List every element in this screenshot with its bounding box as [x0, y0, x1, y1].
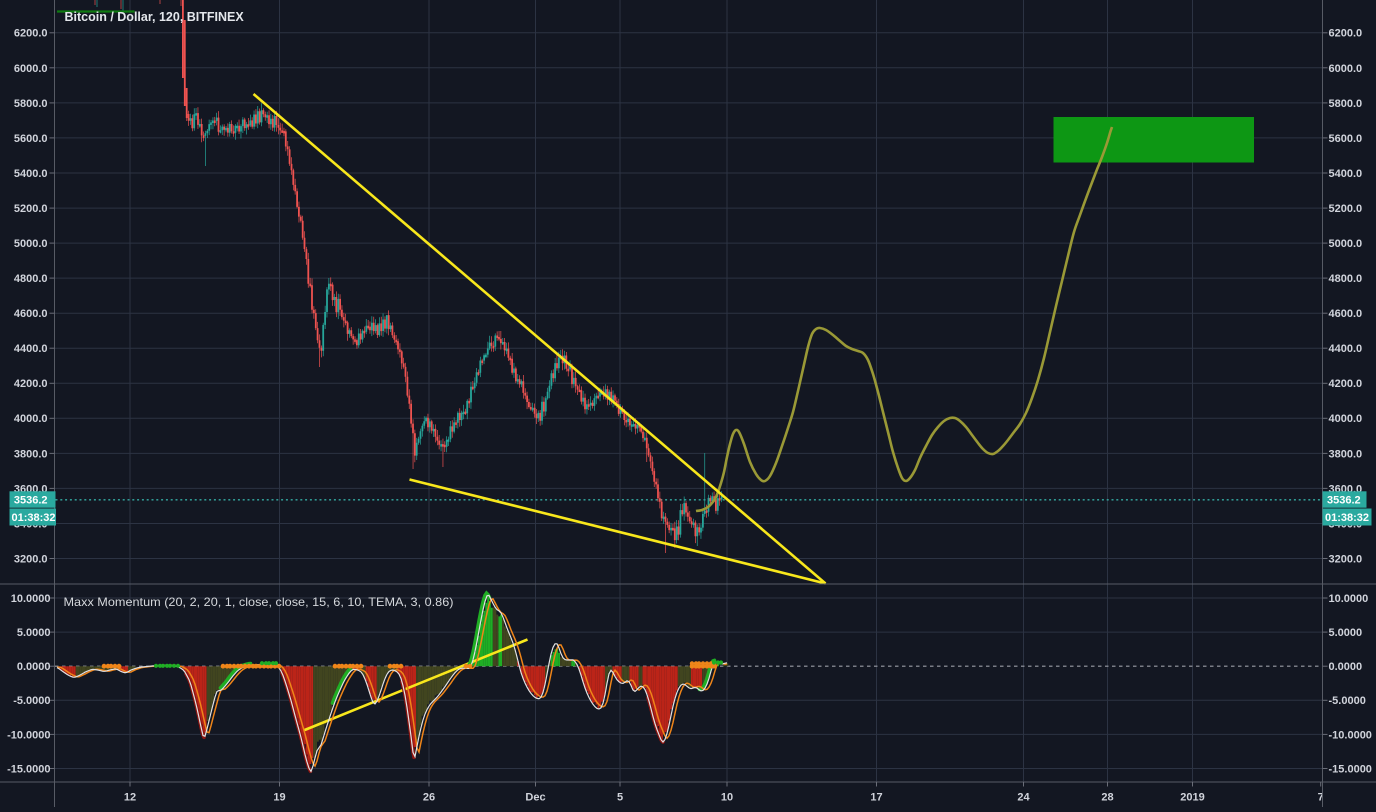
svg-text:10.0000: 10.0000 — [11, 593, 51, 605]
svg-text:4400.0: 4400.0 — [14, 343, 48, 355]
svg-text:19: 19 — [273, 792, 285, 804]
svg-text:Bitcoin / Dollar, 120, BITFINE: Bitcoin / Dollar, 120, BITFINEX — [65, 10, 245, 24]
svg-text:5400.0: 5400.0 — [14, 168, 48, 180]
svg-text:3200.0: 3200.0 — [14, 553, 48, 565]
svg-text:5.0000: 5.0000 — [17, 627, 51, 639]
svg-text:5600.0: 5600.0 — [14, 133, 48, 145]
svg-text:6000.0: 6000.0 — [14, 63, 48, 75]
svg-text:5800.0: 5800.0 — [14, 98, 48, 110]
svg-text:10.0000: 10.0000 — [1329, 593, 1369, 605]
svg-text:4200.0: 4200.0 — [14, 378, 48, 390]
svg-text:5600.0: 5600.0 — [1329, 133, 1363, 145]
svg-text:4800.0: 4800.0 — [1329, 273, 1363, 285]
svg-text:2019: 2019 — [1180, 792, 1204, 804]
svg-text:-10.0000: -10.0000 — [7, 729, 50, 741]
svg-text:0.0000: 0.0000 — [17, 661, 51, 673]
svg-text:6000.0: 6000.0 — [1329, 63, 1363, 75]
svg-text:-5.0000: -5.0000 — [1329, 695, 1366, 707]
svg-text:Dec: Dec — [525, 792, 545, 804]
svg-text:3800.0: 3800.0 — [1329, 448, 1363, 460]
svg-text:3200.0: 3200.0 — [1329, 553, 1363, 565]
svg-text:5000.0: 5000.0 — [14, 238, 48, 250]
svg-text:4400.0: 4400.0 — [1329, 343, 1363, 355]
svg-text:4600.0: 4600.0 — [1329, 308, 1363, 320]
svg-text:26: 26 — [423, 792, 435, 804]
svg-text:3536.2: 3536.2 — [14, 494, 48, 506]
svg-text:5000.0: 5000.0 — [1329, 238, 1363, 250]
svg-text:4000.0: 4000.0 — [14, 413, 48, 425]
svg-text:7: 7 — [1318, 792, 1324, 804]
svg-text:5: 5 — [617, 792, 623, 804]
svg-text:Maxx Momentum (20, 2, 20, 1, c: Maxx Momentum (20, 2, 20, 1, close, clos… — [64, 595, 454, 609]
svg-text:0.0000: 0.0000 — [1329, 661, 1363, 673]
svg-text:6200.0: 6200.0 — [14, 28, 48, 40]
svg-text:-5.0000: -5.0000 — [13, 695, 50, 707]
svg-text:01:38:32: 01:38:32 — [12, 512, 56, 524]
svg-text:4600.0: 4600.0 — [14, 308, 48, 320]
svg-text:10: 10 — [721, 792, 733, 804]
svg-text:6200.0: 6200.0 — [1329, 28, 1363, 40]
svg-text:28: 28 — [1101, 792, 1113, 804]
svg-text:5200.0: 5200.0 — [14, 203, 48, 215]
svg-text:3536.2: 3536.2 — [1327, 494, 1361, 506]
svg-text:4800.0: 4800.0 — [14, 273, 48, 285]
svg-text:12: 12 — [124, 792, 136, 804]
svg-text:-10.0000: -10.0000 — [1329, 729, 1372, 741]
svg-text:4000.0: 4000.0 — [1329, 413, 1363, 425]
svg-text:3800.0: 3800.0 — [14, 448, 48, 460]
svg-text:-15.0000: -15.0000 — [7, 763, 50, 775]
svg-text:4200.0: 4200.0 — [1329, 378, 1363, 390]
svg-text:5200.0: 5200.0 — [1329, 203, 1363, 215]
svg-text:5400.0: 5400.0 — [1329, 168, 1363, 180]
svg-text:01:38:32: 01:38:32 — [1325, 512, 1369, 524]
svg-text:5.0000: 5.0000 — [1329, 627, 1363, 639]
svg-text:24: 24 — [1017, 792, 1030, 804]
svg-text:-15.0000: -15.0000 — [1329, 763, 1372, 775]
svg-text:5800.0: 5800.0 — [1329, 98, 1363, 110]
svg-text:17: 17 — [870, 792, 882, 804]
